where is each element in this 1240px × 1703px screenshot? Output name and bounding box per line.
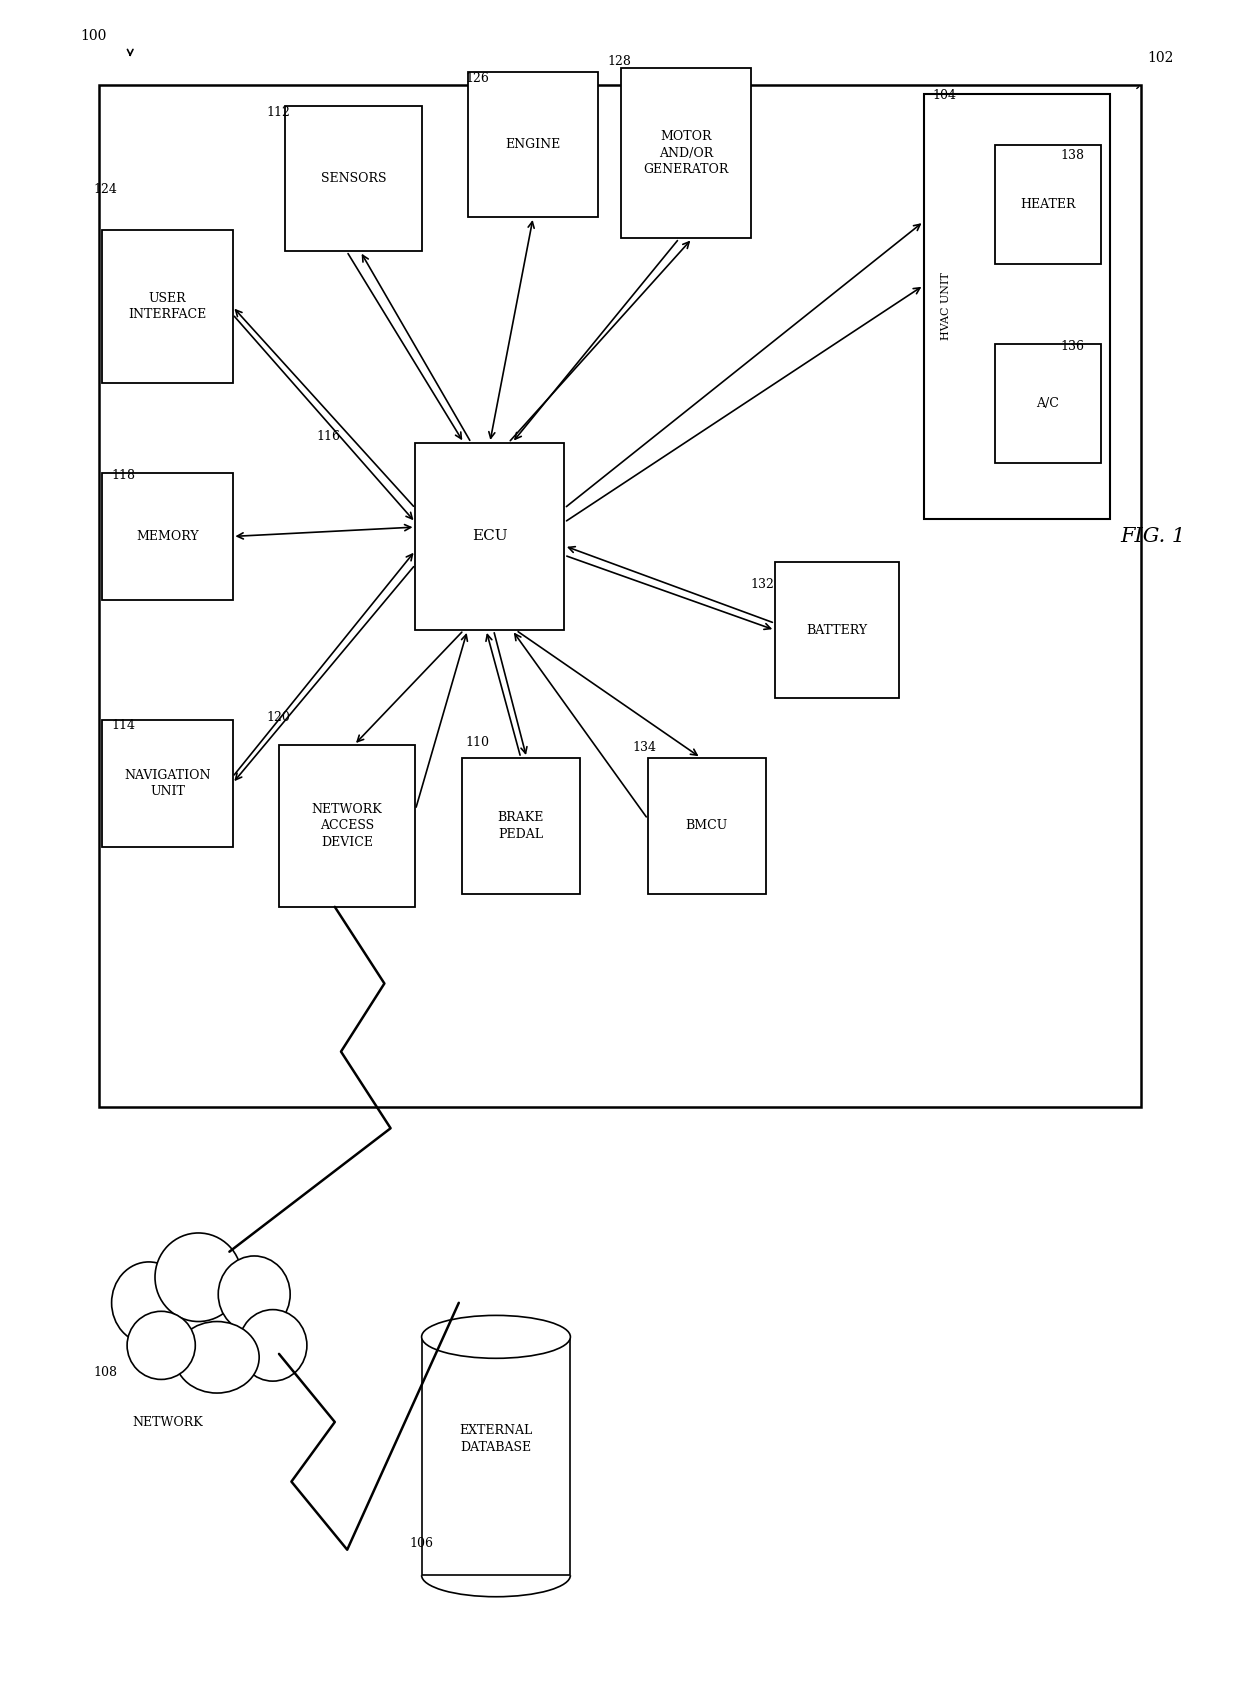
Ellipse shape [155,1233,242,1322]
Text: 118: 118 [112,468,135,482]
Ellipse shape [112,1262,186,1344]
Text: MOTOR
AND/OR
GENERATOR: MOTOR AND/OR GENERATOR [644,129,728,177]
Text: MEMORY: MEMORY [136,530,198,543]
Bar [279,746,415,906]
Text: 116: 116 [316,429,340,443]
Bar [994,344,1101,463]
Text: 108: 108 [93,1366,117,1379]
Ellipse shape [422,1315,570,1359]
Text: HEATER: HEATER [1021,198,1075,211]
Text: ENGINE: ENGINE [506,138,560,152]
Text: 110: 110 [465,736,489,749]
Bar [775,562,899,698]
Text: 114: 114 [112,719,135,732]
Text: 134: 134 [632,741,656,754]
Ellipse shape [218,1257,290,1332]
Text: 136: 136 [1060,339,1084,353]
Ellipse shape [175,1322,259,1393]
Text: BMCU: BMCU [686,819,728,833]
Bar [461,758,580,894]
Text: NAVIGATION
UNIT: NAVIGATION UNIT [124,768,211,799]
Bar [621,68,751,238]
Text: FIG. 1: FIG. 1 [1121,526,1185,547]
Text: 100: 100 [81,29,107,43]
Bar [285,106,422,250]
Bar [469,73,598,216]
Text: EXTERNAL
DATABASE: EXTERNAL DATABASE [459,1424,533,1454]
Text: 126: 126 [465,72,489,85]
Text: 104: 104 [932,89,956,102]
Text: SENSORS: SENSORS [321,172,386,186]
Text: BATTERY: BATTERY [806,623,868,637]
Text: NETWORK
ACCESS
DEVICE: NETWORK ACCESS DEVICE [311,802,383,850]
Text: 132: 132 [750,577,774,591]
Bar [415,443,564,630]
Bar [99,85,1141,1107]
Text: USER
INTERFACE: USER INTERFACE [128,291,207,322]
Text: 106: 106 [409,1536,433,1550]
Text: HVAC UNIT: HVAC UNIT [941,272,951,341]
Text: BRAKE
PEDAL: BRAKE PEDAL [497,811,544,841]
Text: A/C: A/C [1037,397,1059,410]
Text: 128: 128 [608,54,631,68]
Text: 138: 138 [1060,148,1084,162]
Bar [924,94,1110,519]
Ellipse shape [238,1310,308,1381]
Text: 120: 120 [267,710,290,724]
Text: 102: 102 [1147,51,1173,65]
Text: 124: 124 [93,182,117,196]
Bar [103,230,233,383]
Bar [103,719,233,846]
Text: 112: 112 [267,106,290,119]
Ellipse shape [128,1311,196,1379]
Bar [994,145,1101,264]
Text: ECU: ECU [472,530,507,543]
Bar [422,1337,570,1575]
Bar [103,472,233,599]
Bar [647,758,765,894]
Text: NETWORK: NETWORK [131,1415,203,1429]
